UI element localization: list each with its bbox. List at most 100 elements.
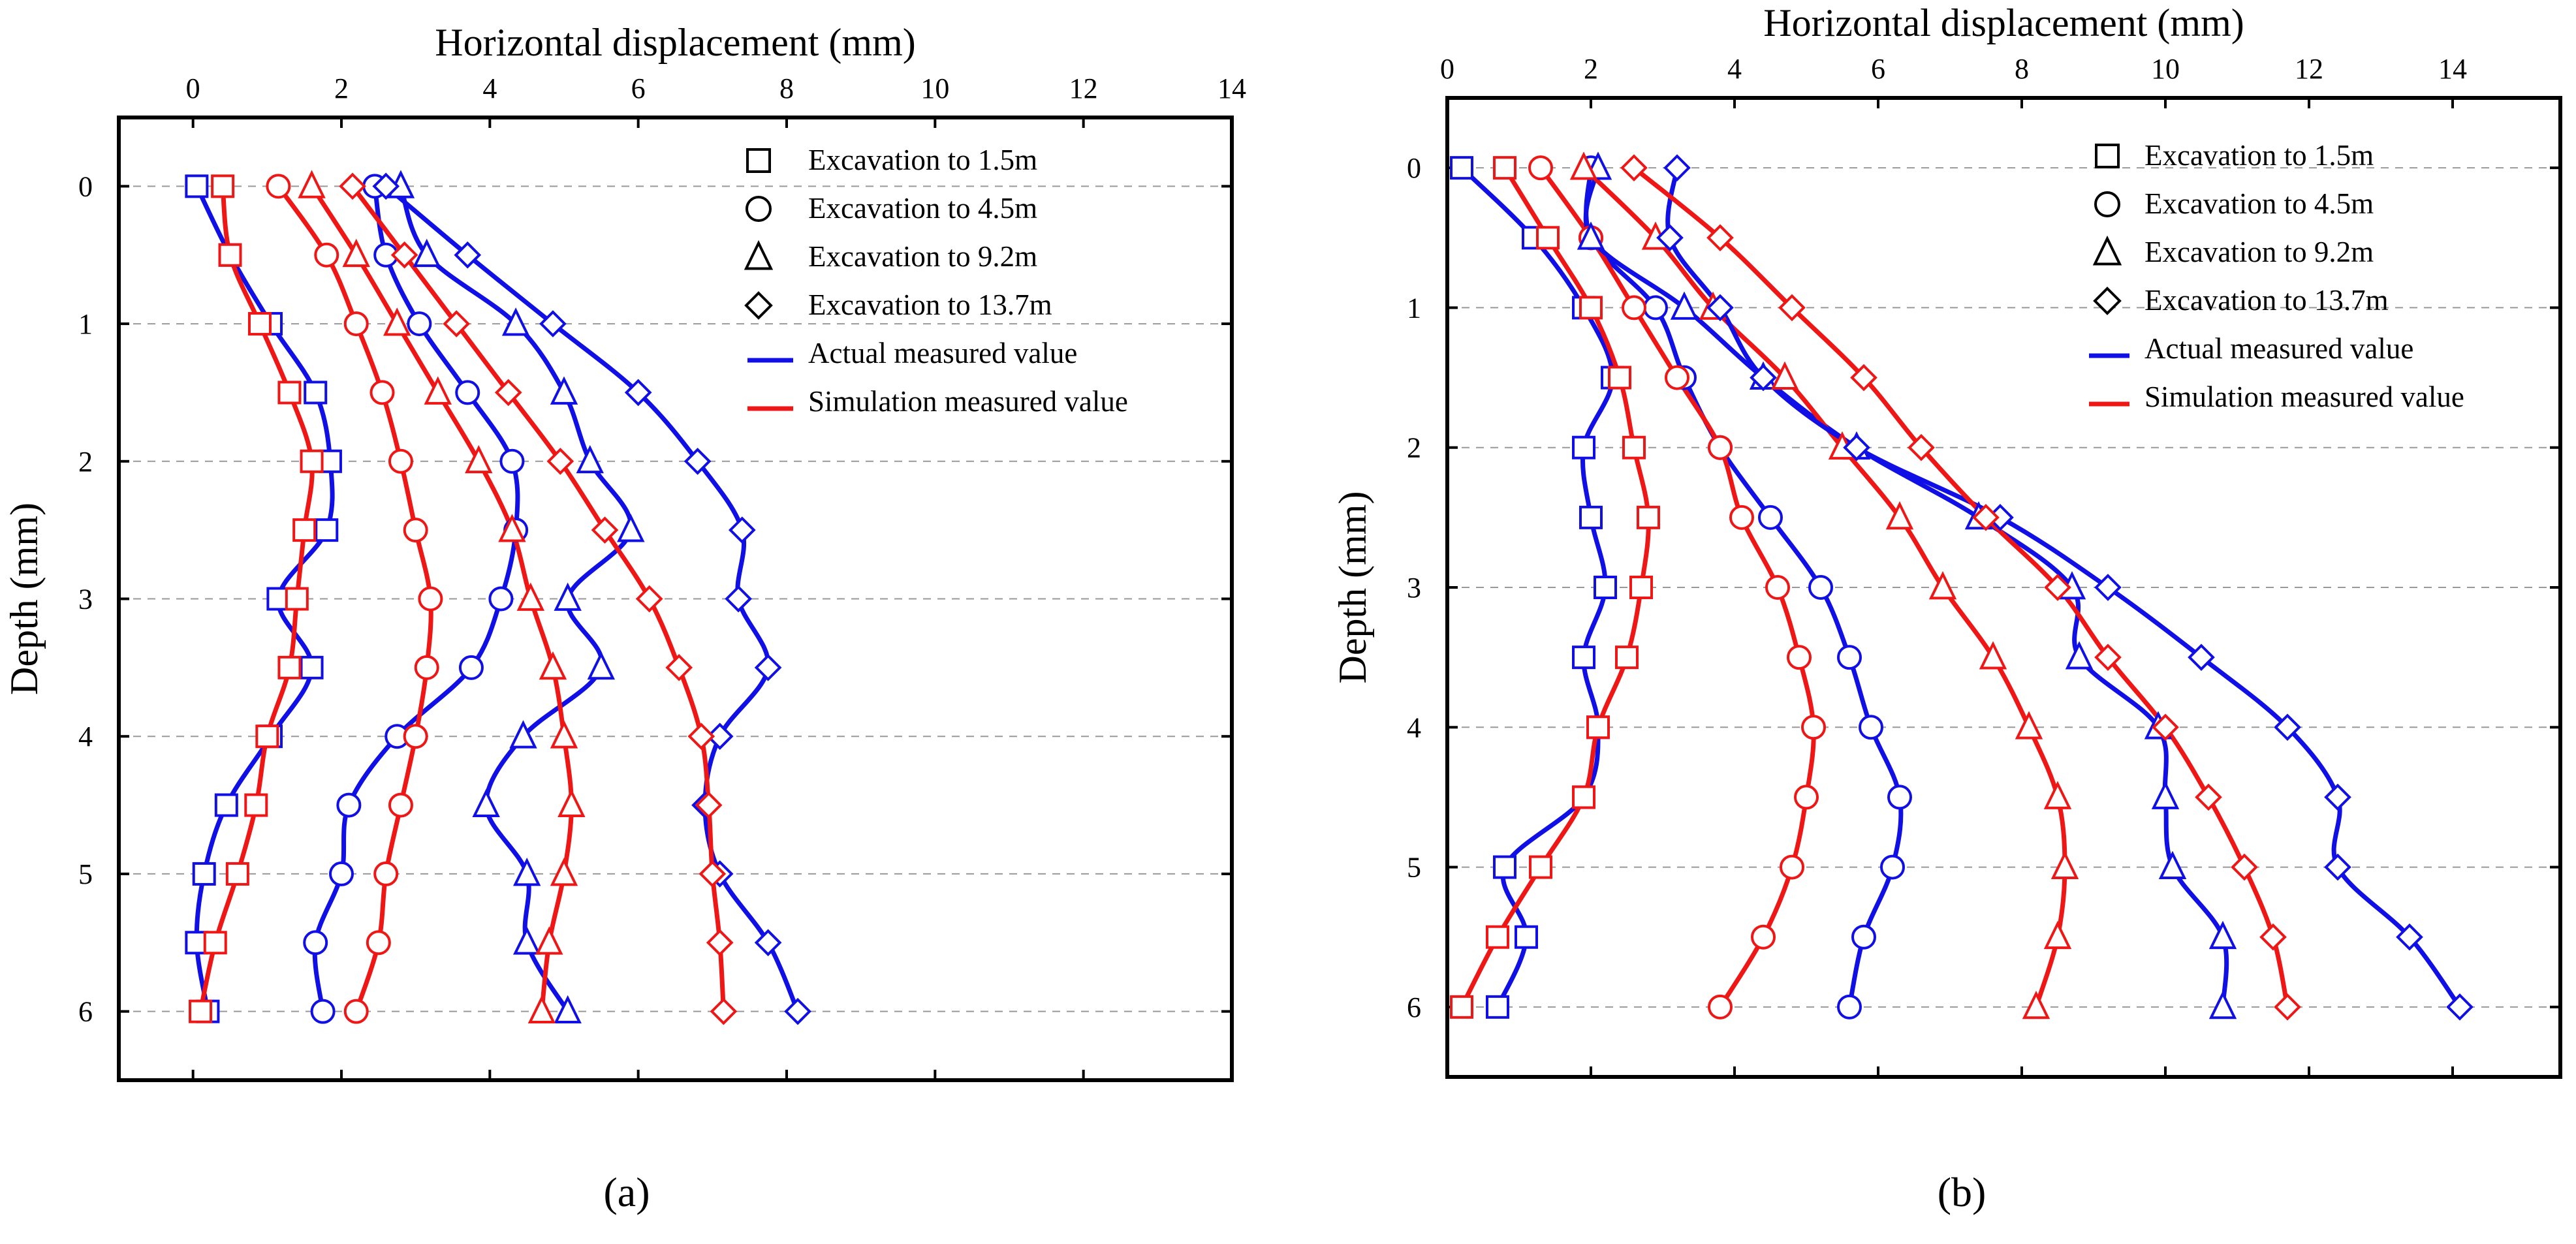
data-point-actual-diamond — [2396, 923, 2423, 951]
y-tick-label: 5 — [1407, 852, 1421, 884]
data-point-actual-circle — [488, 586, 514, 612]
y-tick-label: 6 — [78, 996, 93, 1028]
data-point-simulation-triangle — [527, 995, 556, 1024]
data-point-simulation-square — [1637, 505, 1660, 529]
data-point-simulation-triangle — [1770, 361, 1799, 390]
data-point-simulation-triangle — [2043, 781, 2072, 809]
data-point-simulation-triangle — [498, 514, 526, 542]
data-point-simulation-triangle — [516, 582, 545, 611]
data-point-simulation-square — [292, 518, 317, 542]
legend-label-simulation: Simulation measured value — [808, 385, 1128, 418]
legend-marker-triangle — [2092, 235, 2122, 266]
data-point-actual-triangle — [501, 307, 530, 336]
data-point-actual-triangle — [512, 857, 541, 886]
data-point-actual-triangle — [1577, 221, 1605, 250]
legend-label: Excavation to 9.2m — [2144, 236, 2374, 268]
data-point-simulation-diamond — [710, 997, 738, 1025]
data-point-simulation-triangle — [539, 651, 567, 680]
data-point-simulation-square — [189, 999, 213, 1023]
data-point-actual-triangle — [2158, 850, 2187, 879]
data-point-actual-triangle — [472, 788, 500, 817]
data-point-actual-diamond — [2094, 574, 2122, 601]
data-point-simulation-triangle — [424, 376, 452, 405]
data-point-actual-diamond — [2188, 644, 2215, 671]
data-point-actual-square — [214, 793, 238, 817]
data-point-actual-square — [315, 518, 339, 542]
data-point-actual-square — [1579, 505, 1603, 529]
x-tick-label: 14 — [2438, 53, 2467, 85]
data-point-simulation-diamond — [2195, 783, 2222, 811]
data-point-actual-triangle — [1670, 291, 1699, 320]
data-point-actual-diamond — [1656, 224, 1684, 252]
data-point-actual-triangle — [554, 582, 582, 611]
y-tick-label: 1 — [1407, 292, 1421, 324]
data-point-simulation-circle — [1780, 854, 1804, 880]
data-point-actual-circle — [1808, 575, 1833, 600]
data-point-simulation-triangle — [550, 857, 578, 886]
data-point-actual-circle — [1758, 505, 1783, 530]
data-point-actual-triangle — [413, 238, 441, 268]
x-tick-label: 8 — [779, 72, 794, 104]
data-point-simulation-diamond — [1972, 504, 2000, 531]
data-point-simulation-square — [1450, 995, 1473, 1019]
data-point-actual-triangle — [512, 926, 541, 955]
y-tick-label: 3 — [1407, 572, 1421, 604]
data-point-actual-circle — [1859, 715, 1883, 740]
legend-marker-circle — [2094, 191, 2120, 217]
data-point-actual-diamond — [2274, 713, 2301, 741]
data-point-simulation-diamond — [665, 654, 693, 681]
data-point-actual-diamond — [1706, 294, 1734, 322]
data-point-simulation-diamond — [339, 172, 366, 200]
x-tick-label: 14 — [1217, 72, 1246, 104]
legend-label: Excavation to 4.5m — [2144, 187, 2374, 220]
y-tick-label: 6 — [1407, 991, 1421, 1023]
data-point-simulation-triangle — [342, 238, 370, 268]
data-point-simulation-circle — [366, 930, 391, 956]
data-point-simulation-circle — [373, 861, 399, 886]
data-point-actual-diamond — [754, 929, 782, 957]
data-point-actual-circle — [1837, 645, 1862, 670]
data-point-simulation-diamond — [2094, 644, 2122, 671]
legend-label: Excavation to 9.2m — [808, 240, 1037, 273]
y-tick-label: 2 — [78, 446, 93, 478]
data-point-actual-triangle — [2065, 641, 2094, 670]
data-point-actual-diamond — [725, 585, 752, 613]
data-point-simulation-square — [1493, 156, 1516, 180]
data-point-actual-square — [1572, 645, 1595, 670]
data-point-actual-circle — [499, 448, 525, 474]
data-point-simulation-circle — [1665, 365, 1689, 390]
data-point-actual-square — [300, 655, 324, 679]
data-point-simulation-square — [1529, 855, 1552, 879]
data-point-simulation-diamond — [2274, 993, 2301, 1021]
data-point-simulation-circle — [388, 448, 413, 474]
data-point-simulation-circle — [1801, 715, 1826, 740]
data-point-simulation-square — [277, 655, 302, 679]
data-point-simulation-square — [218, 243, 242, 267]
data-point-simulation-triangle — [550, 720, 578, 749]
data-point-actual-square — [1572, 435, 1595, 459]
data-point-simulation-triangle — [1885, 501, 1914, 530]
x-tick-label: 10 — [920, 72, 949, 104]
legend-marker-diamond — [744, 291, 773, 320]
x-tick-label: 2 — [1584, 53, 1598, 85]
legend-label-simulation: Simulation measured value — [2144, 381, 2464, 413]
data-point-simulation-diamond — [1620, 154, 1648, 181]
y-tick-label: 5 — [78, 858, 93, 890]
data-point-simulation-circle — [1787, 645, 1812, 670]
legend-marker-square — [2095, 144, 2120, 168]
data-point-actual-circle — [310, 999, 336, 1024]
data-point-actual-circle — [455, 380, 480, 405]
data-point-actual-circle — [1643, 295, 1668, 320]
data-point-actual-circle — [1880, 854, 1905, 880]
data-point-actual-triangle — [550, 376, 578, 405]
data-point-simulation-square — [255, 724, 279, 749]
y-tick-label: 4 — [1407, 711, 1421, 743]
data-point-actual-diamond — [1843, 433, 1870, 461]
data-point-simulation-square — [203, 931, 227, 955]
data-point-simulation-diamond — [699, 860, 727, 888]
data-point-simulation-diamond — [1850, 364, 1877, 392]
data-point-simulation-triangle — [383, 307, 411, 336]
data-point-simulation-circle — [1528, 155, 1553, 181]
